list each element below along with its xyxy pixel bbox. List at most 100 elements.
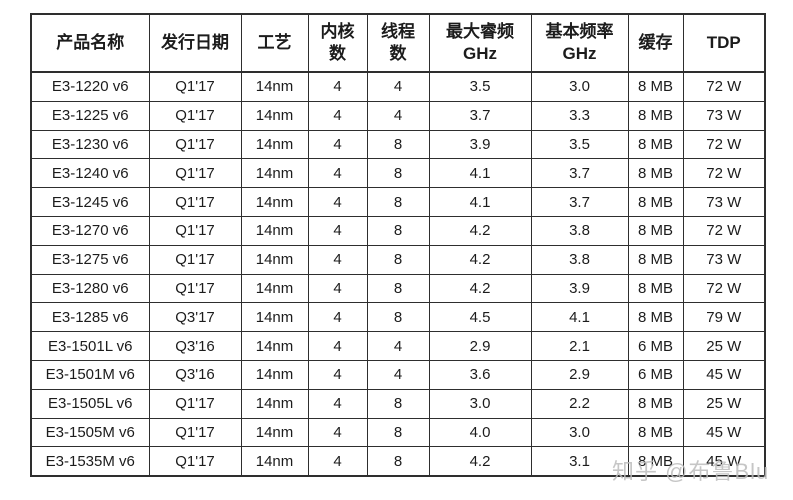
table-cell: 72 W — [682, 71, 766, 102]
table-cell: 8 MB — [627, 273, 684, 304]
product-name-cell: E3-1240 v6 — [30, 158, 150, 189]
table-cell: Q1'17 — [148, 273, 242, 304]
table-cell: 14nm — [240, 417, 309, 448]
table-cell: 14nm — [240, 359, 309, 390]
column-header: TDP — [682, 13, 766, 73]
table-cell: 4 — [307, 187, 368, 217]
table-cell: 4.1 — [428, 187, 532, 217]
table-cell: 14nm — [240, 100, 309, 131]
table-row: E3-1501M v6 Q3'16 14nm 4 4 3.6 2.9 6 MB 45 W — [30, 359, 766, 390]
table-cell: 4.1 — [530, 302, 629, 333]
table-cell: 4 — [307, 71, 368, 102]
table-cell: 3.9 — [530, 273, 629, 304]
table-cell: Q1'17 — [148, 417, 242, 448]
table-cell: 4 — [307, 215, 368, 246]
table-cell: 8 MB — [627, 215, 684, 246]
table-cell: 3.5 — [530, 129, 629, 160]
table-row: E3-1280 v6 Q1'17 14nm 4 8 4.2 3.9 8 MB 72 W — [30, 273, 766, 304]
table-cell: 4 — [307, 273, 368, 304]
table-cell: 8 — [366, 388, 430, 419]
table-cell: 8 — [366, 273, 430, 304]
table-cell: 25 W — [682, 331, 766, 361]
table-cell: 25 W — [682, 388, 766, 419]
table-cell: 4 — [307, 331, 368, 361]
product-name-cell: E3-1535M v6 — [30, 446, 150, 477]
table-cell: 4.5 — [428, 302, 532, 333]
product-name-cell: E3-1245 v6 — [30, 187, 150, 217]
table-cell: 14nm — [240, 244, 309, 275]
table-cell: 3.6 — [428, 359, 532, 390]
table-cell: 8 — [366, 158, 430, 189]
table-cell: 14nm — [240, 187, 309, 217]
table-row: E3-1220 v6 Q1'17 14nm 4 4 3.5 3.0 8 MB 72 W — [30, 71, 766, 102]
product-name-cell: E3-1505L v6 — [30, 388, 150, 419]
table-cell: 4 — [366, 100, 430, 131]
column-header: 线程 数 — [366, 13, 430, 73]
table-row: E3-1505L v6 Q1'17 14nm 4 8 3.0 2.2 8 MB 25 W — [30, 388, 766, 419]
table-cell: 45 W — [682, 417, 766, 448]
table-row: E3-1505M v6 Q1'17 14nm 4 8 4.0 3.0 8 MB 45 W — [30, 417, 766, 448]
table-cell: 4.2 — [428, 244, 532, 275]
table-cell: 2.1 — [530, 331, 629, 361]
table-body: E3-1220 v6 Q1'17 14nm 4 4 3.5 3.0 8 MB 72 W E3-12… — [30, 71, 766, 477]
table-cell: 4 — [307, 359, 368, 390]
table-row: E3-1270 v6 Q1'17 14nm 4 8 4.2 3.8 8 MB 72 W — [30, 215, 766, 246]
table-cell: 8 MB — [627, 71, 684, 102]
table-row: E3-1535M v6 Q1'17 14nm 4 8 4.2 3.1 8 MB 45 W — [30, 446, 766, 477]
table-cell: Q1'17 — [148, 187, 242, 217]
table-row: E3-1245 v6 Q1'17 14nm 4 8 4.1 3.7 8 MB 73 W — [30, 187, 766, 217]
product-name-cell: E3-1270 v6 — [30, 215, 150, 246]
table-cell: 3.5 — [428, 71, 532, 102]
column-header: 工艺 — [240, 13, 309, 73]
table-header: 产品名称 发行日期 工艺 内核 数线程 数最大睿频 GHz 基本频率 GHz 缓存 TDP — [30, 13, 766, 73]
product-name-cell: E3-1505M v6 — [30, 417, 150, 448]
table-cell: Q3'16 — [148, 331, 242, 361]
table-cell: 79 W — [682, 302, 766, 333]
table-cell: 3.7 — [428, 100, 532, 131]
table-cell: 14nm — [240, 129, 309, 160]
table-cell: 3.9 — [428, 129, 532, 160]
table-cell: 4 — [366, 359, 430, 390]
table-cell: 2.9 — [530, 359, 629, 390]
table-cell: 8 MB — [627, 244, 684, 275]
table-cell: 8 MB — [627, 129, 684, 160]
table-cell: 4 — [307, 158, 368, 189]
table-cell: 14nm — [240, 388, 309, 419]
product-name-cell: E3-1501L v6 — [30, 331, 150, 361]
table-cell: 6 MB — [627, 359, 684, 390]
header-row: 产品名称 发行日期 工艺 内核 数线程 数最大睿频 GHz 基本频率 GHz 缓存 TDP — [30, 13, 766, 73]
table-row: E3-1230 v6 Q1'17 14nm 4 8 3.9 3.5 8 MB 72 W — [30, 129, 766, 160]
table-cell: 14nm — [240, 158, 309, 189]
table-cell: Q1'17 — [148, 446, 242, 477]
column-header: 发行日期 — [148, 13, 242, 73]
table-cell: Q1'17 — [148, 71, 242, 102]
table-cell: 8 — [366, 302, 430, 333]
table-cell: 4 — [307, 388, 368, 419]
column-header: 内核 数 — [307, 13, 368, 73]
table-cell: 14nm — [240, 331, 309, 361]
table-cell: 72 W — [682, 273, 766, 304]
table-cell: 4.0 — [428, 417, 532, 448]
table-cell: 8 — [366, 417, 430, 448]
table-cell: 4 — [366, 331, 430, 361]
table-cell: 4 — [307, 129, 368, 160]
cpu-spec-table: 产品名称 发行日期 工艺 内核 数线程 数最大睿频 GHz 基本频率 GHz 缓存 TDP … — [30, 13, 766, 478]
table-cell: 14nm — [240, 446, 309, 477]
table-cell: 14nm — [240, 71, 309, 102]
table-cell: 4.2 — [428, 215, 532, 246]
table-cell: 73 W — [682, 100, 766, 131]
table-cell: 8 MB — [627, 302, 684, 333]
product-name-cell: E3-1220 v6 — [30, 71, 150, 102]
table-cell: 2.2 — [530, 388, 629, 419]
table-row: E3-1240 v6 Q1'17 14nm 4 8 4.1 3.7 8 MB 72 W — [30, 158, 766, 189]
table-cell: 14nm — [240, 273, 309, 304]
table-cell: Q1'17 — [148, 244, 242, 275]
table-cell: Q1'17 — [148, 388, 242, 419]
table-cell: 4.2 — [428, 446, 532, 477]
column-header: 基本频率 GHz — [530, 13, 629, 73]
table-cell: Q1'17 — [148, 100, 242, 131]
table-cell: 3.3 — [530, 100, 629, 131]
table-cell: 73 W — [682, 187, 766, 217]
table-cell: 3.0 — [530, 71, 629, 102]
table-cell: 8 — [366, 215, 430, 246]
